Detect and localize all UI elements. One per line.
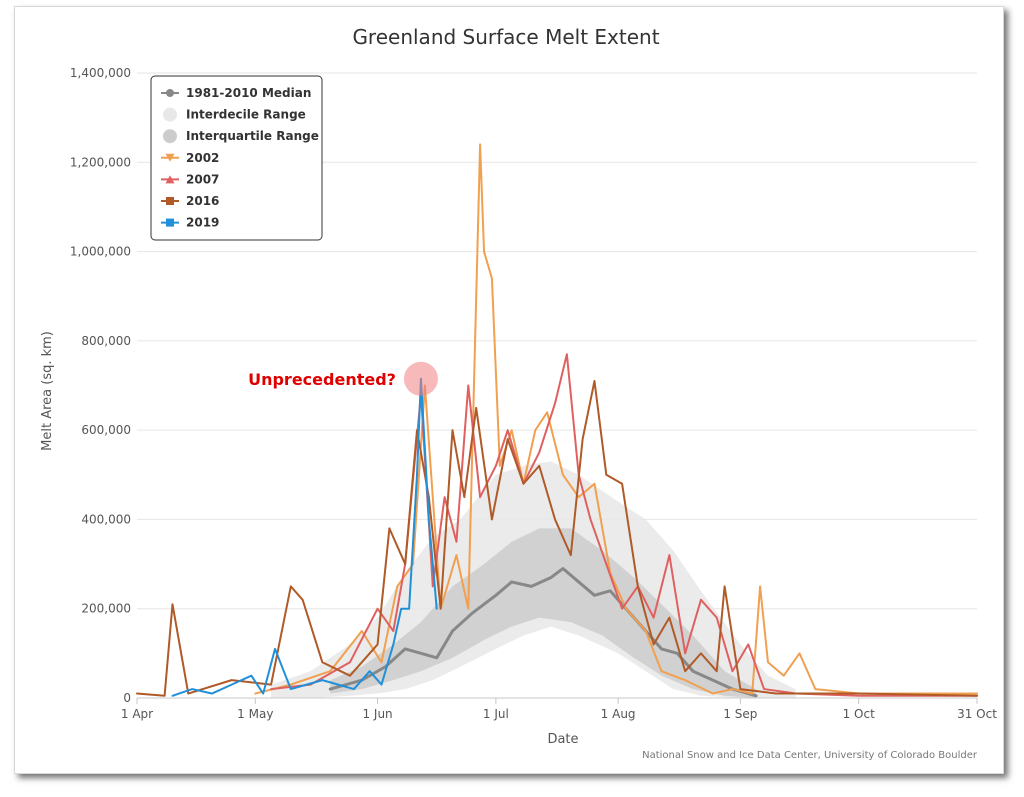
series-line-2002 bbox=[254, 143, 978, 695]
y-tick-label: 800,000 bbox=[81, 334, 131, 348]
x-tick-labels: 1 Apr 1 May 1 Jun 1 Jul 1 Aug 1 Sep 1 Oct 31 Oc… bbox=[121, 698, 997, 721]
legend-symbol bbox=[166, 218, 174, 227]
legend-label: Interquartile Range bbox=[186, 129, 319, 143]
credit-text: National Snow and Ice Data Center, Unive… bbox=[642, 750, 978, 761]
legend-box bbox=[150, 75, 323, 241]
annotation: Unprecedented? bbox=[248, 361, 438, 396]
y-tick-label: 0 bbox=[123, 691, 131, 705]
y-tick-label: 1,400,000 bbox=[70, 66, 131, 80]
y-axis-label: Melt Area (sq. km) bbox=[40, 331, 55, 451]
x-axis-label: Date bbox=[547, 732, 578, 747]
x-tick-label: 1 Oct bbox=[843, 707, 875, 721]
y-tick-label: 200,000 bbox=[81, 602, 131, 616]
melt-extent-chart: Greenland Surface Melt Extent 0 200,000 40… bbox=[40, 25, 997, 761]
series-lines bbox=[136, 143, 978, 698]
annotation-text: Unprecedented? bbox=[248, 370, 396, 389]
series-line-2019 bbox=[171, 377, 438, 697]
series-line-2016 bbox=[136, 380, 978, 697]
legend-symbol bbox=[166, 197, 174, 205]
legend-symbol bbox=[163, 107, 177, 122]
legend-item-interquartile-range: Interquartile Range bbox=[163, 129, 319, 144]
legend-symbol bbox=[165, 175, 175, 184]
y-tick-labels: 0 200,000 400,000 600,000 800,000 1,000,000 1,… bbox=[70, 66, 131, 705]
x-tick-label: 1 Apr bbox=[121, 707, 153, 721]
legend-item-2007: 2007 bbox=[161, 172, 219, 186]
x-tick-label: 1 Jul bbox=[483, 707, 509, 721]
x-tick-label: 31 Oct bbox=[957, 707, 997, 721]
legend-label: 2016 bbox=[186, 194, 219, 208]
legend: 1981-2010 Median Interdecile Range Interqu… bbox=[150, 75, 323, 241]
legend-label: 2019 bbox=[186, 216, 219, 230]
legend-label: 1981-2010 Median bbox=[186, 86, 311, 100]
legend-item-2019: 2019 bbox=[161, 216, 219, 230]
legend-symbol bbox=[166, 89, 174, 97]
x-tick-label: 1 Aug bbox=[601, 707, 636, 721]
y-tick-label: 1,000,000 bbox=[70, 245, 131, 259]
x-tick-label: 1 Jun bbox=[362, 707, 392, 721]
x-tick-label: 1 May bbox=[237, 707, 273, 721]
annotation-highlight-circle bbox=[403, 361, 438, 396]
y-tick-label: 400,000 bbox=[81, 512, 131, 526]
legend-label: Interdecile Range bbox=[186, 108, 306, 122]
legend-item-1981-2010-median: 1981-2010 Median bbox=[161, 86, 311, 100]
legend-label: 2007 bbox=[186, 172, 219, 186]
legend-symbol bbox=[165, 153, 175, 162]
chart-title: Greenland Surface Melt Extent bbox=[352, 25, 659, 49]
y-tick-label: 1,200,000 bbox=[70, 155, 131, 169]
x-tick-label: 1 Sep bbox=[723, 707, 757, 721]
legend-item-interdecile-range: Interdecile Range bbox=[163, 107, 306, 122]
legend-symbol bbox=[163, 129, 177, 144]
legend-label: 2002 bbox=[186, 151, 219, 165]
chart-frame: Greenland Surface Melt Extent 0 200,000 40… bbox=[14, 6, 1004, 774]
legend-item-2016: 2016 bbox=[161, 194, 219, 208]
legend-item-2002: 2002 bbox=[161, 151, 219, 165]
y-tick-label: 600,000 bbox=[81, 423, 131, 437]
